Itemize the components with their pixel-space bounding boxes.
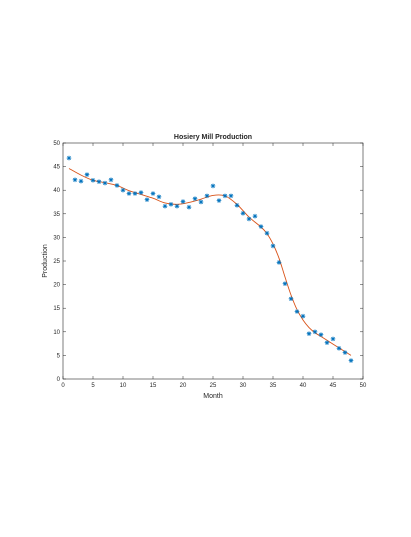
y-axis-label: Production [42, 244, 49, 278]
data-point [288, 296, 294, 302]
axis-ticks: 0 5 10 15 20 25 30 35 40 45 50 0 5 10 15 20 25 30 35 40 45 50 [53, 141, 367, 389]
y-tick-label: 15 [53, 306, 60, 312]
y-tick-label: 50 [53, 141, 60, 147]
x-tick-label: 20 [180, 383, 187, 389]
x-tick-label: 45 [330, 383, 337, 389]
data-point [150, 191, 156, 196]
data-point [204, 193, 210, 199]
x-axis-label: Month [203, 393, 223, 400]
data-point [192, 196, 198, 201]
x-tick-label: 10 [120, 383, 127, 389]
x-tick-label: 25 [210, 383, 217, 389]
data-point [210, 183, 216, 189]
data-point [342, 350, 348, 355]
data-point [132, 191, 138, 196]
data-point [324, 340, 330, 345]
data-point [282, 281, 288, 286]
x-tick-label: 5 [91, 383, 95, 389]
data-point [228, 193, 234, 199]
data-point [114, 183, 120, 188]
y-tick-label: 30 [53, 235, 60, 241]
chart-title: Hosiery Mill Production [174, 134, 252, 141]
data-point [180, 199, 186, 204]
data-point [252, 213, 258, 219]
data-point [300, 313, 306, 319]
y-tick-label: 0 [57, 377, 61, 383]
y-tick-label: 25 [53, 259, 60, 265]
data-point [138, 190, 144, 195]
y-tick-label: 10 [53, 330, 60, 336]
data-point [258, 224, 264, 229]
data-point [174, 203, 180, 209]
data-point [246, 216, 252, 222]
y-tick-label: 20 [53, 283, 60, 289]
data-point [216, 198, 222, 203]
data-point [102, 180, 108, 186]
data-point [126, 191, 132, 196]
data-point [168, 202, 174, 207]
data-points-layer [66, 155, 354, 363]
data-point [162, 203, 168, 209]
data-point [66, 155, 72, 161]
data-point [306, 331, 312, 336]
data-point [186, 204, 192, 210]
y-tick-label: 5 [57, 353, 61, 359]
data-point [276, 260, 282, 265]
data-point [72, 177, 78, 183]
data-point [84, 172, 90, 177]
data-point [240, 211, 246, 216]
data-point [294, 309, 300, 314]
data-point [78, 178, 84, 184]
data-point [264, 230, 270, 236]
x-tick-label: 15 [150, 383, 157, 389]
data-point [222, 193, 228, 199]
y-tick-label: 35 [53, 212, 60, 218]
data-point [234, 203, 240, 208]
x-tick-label: 40 [300, 383, 307, 389]
data-point [336, 346, 342, 351]
data-point [312, 329, 318, 335]
data-point [120, 187, 126, 193]
data-point [318, 332, 324, 337]
y-tick-label: 45 [53, 165, 60, 171]
data-point [96, 179, 102, 185]
y-tick-label: 40 [53, 188, 60, 194]
data-point [198, 199, 204, 205]
plot-frame [62, 142, 364, 380]
data-point [144, 197, 150, 202]
x-tick-label: 0 [61, 383, 65, 389]
data-point [90, 177, 96, 183]
data-point [156, 194, 162, 200]
data-point [348, 358, 354, 363]
fit-curve-layer [68, 168, 352, 356]
fit-curve [68, 168, 352, 356]
x-tick-label: 35 [270, 383, 277, 389]
data-point [330, 336, 336, 342]
x-tick-label: 50 [360, 383, 367, 389]
x-tick-label: 30 [240, 383, 247, 389]
data-point [108, 177, 114, 183]
data-point [270, 243, 276, 249]
